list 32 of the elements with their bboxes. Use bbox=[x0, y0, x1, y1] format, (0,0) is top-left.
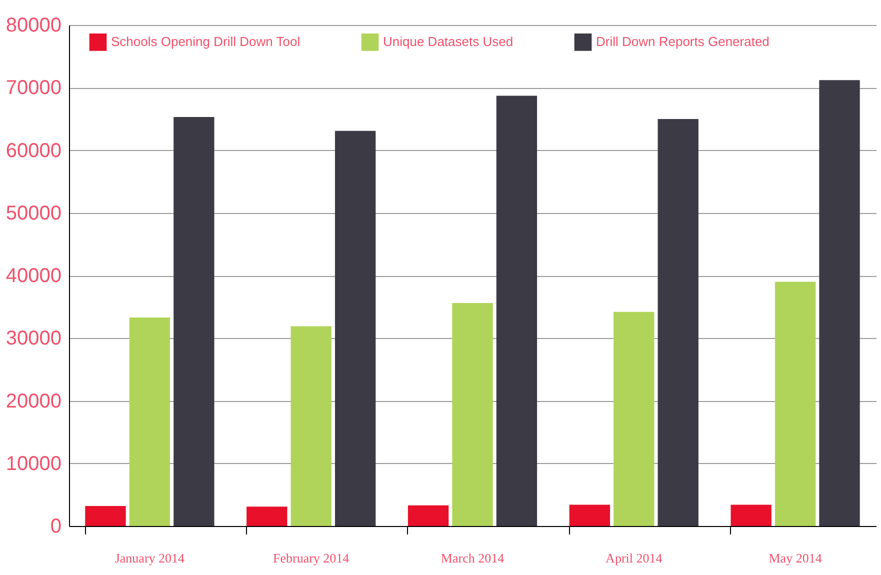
y-tick-label: 60000 bbox=[6, 140, 62, 162]
bar bbox=[774, 282, 816, 526]
bar bbox=[614, 312, 654, 526]
y-tick-label: 10000 bbox=[6, 452, 62, 475]
bar bbox=[496, 96, 538, 526]
x-tick-label: May 2014 bbox=[768, 550, 822, 566]
legend-label: Unique Datasets Used bbox=[383, 34, 514, 50]
bar bbox=[569, 504, 610, 526]
x-tick-label: January 2014 bbox=[114, 550, 186, 566]
bar bbox=[290, 326, 332, 526]
bar bbox=[452, 303, 493, 526]
y-tick-label: 0 bbox=[50, 516, 62, 538]
y-tick-label: 30000 bbox=[6, 328, 62, 350]
legend-label: Drill Down Reports Generated bbox=[596, 34, 770, 50]
bar bbox=[819, 80, 860, 526]
bar bbox=[129, 317, 170, 526]
y-tick-label: 80000 bbox=[6, 14, 62, 36]
x-tick-label: February 2014 bbox=[273, 550, 350, 566]
x-tick-label: April 2014 bbox=[606, 550, 663, 566]
y-tick-label: 20000 bbox=[6, 390, 62, 412]
bar bbox=[85, 506, 126, 526]
bar bbox=[246, 506, 288, 526]
y-tick-label: 50000 bbox=[6, 202, 62, 224]
bar bbox=[174, 117, 214, 526]
x-tick-label: March 2014 bbox=[440, 550, 505, 566]
legend-label: Schools Opening Drill Down Tool bbox=[111, 34, 300, 50]
bar bbox=[658, 118, 698, 526]
bar bbox=[334, 130, 376, 526]
y-tick-label: 70000 bbox=[6, 77, 62, 100]
bar bbox=[730, 504, 772, 526]
y-tick-label: 40000 bbox=[6, 265, 62, 287]
bar bbox=[408, 505, 449, 526]
